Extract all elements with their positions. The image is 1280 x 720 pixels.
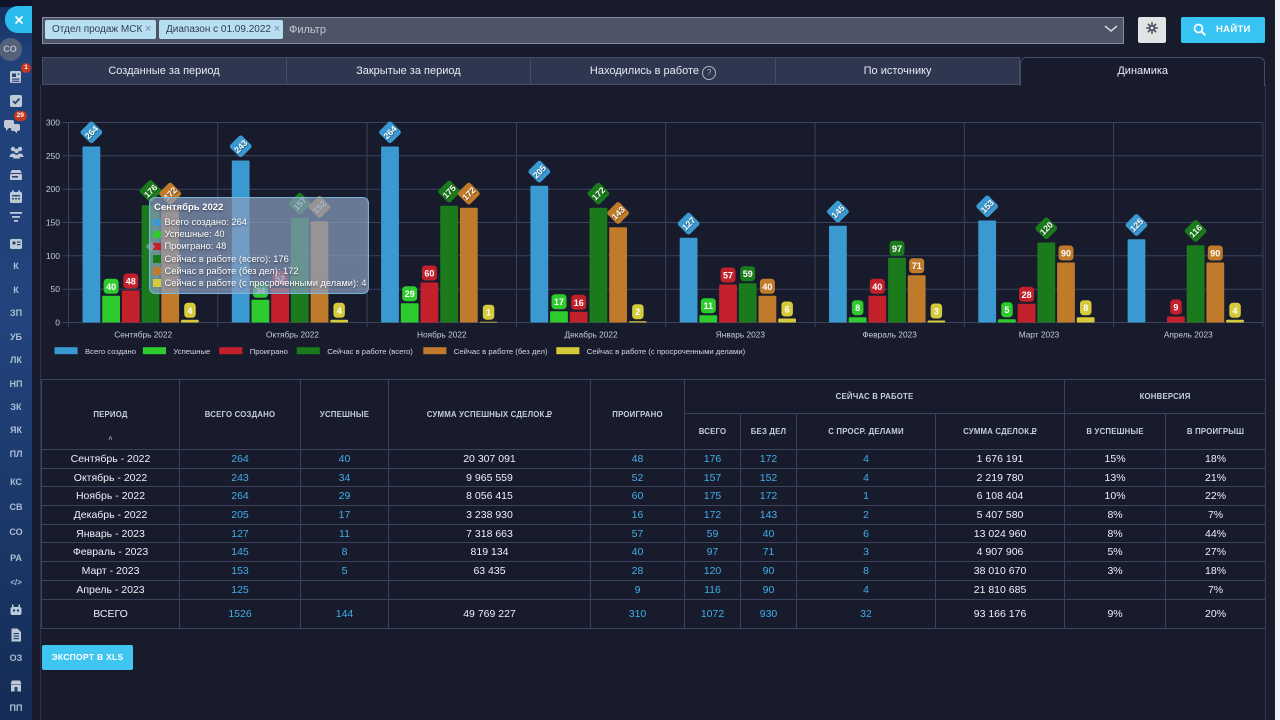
svg-text:90: 90	[1061, 249, 1071, 259]
svg-text:Успешные: Успешные	[173, 347, 210, 356]
svg-text:Март 2023: Март 2023	[1019, 330, 1060, 340]
svg-text:145: 145	[829, 203, 846, 220]
svg-text:48: 48	[126, 277, 136, 287]
svg-text:Февраль 2023: Февраль 2023	[862, 330, 917, 340]
svg-text:127: 127	[680, 215, 697, 232]
svg-text:100: 100	[46, 251, 60, 261]
svg-text:Ноябрь 2022: Ноябрь 2022	[417, 330, 467, 340]
svg-text:28: 28	[1022, 290, 1032, 300]
svg-text:40: 40	[106, 282, 116, 292]
svg-text:205: 205	[531, 163, 548, 180]
svg-text:40: 40	[762, 282, 772, 292]
svg-text:40: 40	[872, 282, 882, 292]
svg-text:Январь 2023: Январь 2023	[716, 330, 766, 340]
svg-text:8: 8	[855, 303, 860, 313]
svg-text:6: 6	[785, 305, 790, 315]
svg-text:150: 150	[46, 218, 60, 228]
svg-text:Проиграно: Проиграно	[250, 347, 288, 356]
svg-text:Октябрь 2022: Октябрь 2022	[266, 330, 319, 340]
svg-text:172: 172	[460, 185, 477, 202]
svg-text:Сентябрь 2022: Сентябрь 2022	[114, 330, 172, 340]
svg-text:90: 90	[1210, 249, 1220, 259]
svg-text:4: 4	[1232, 306, 1237, 316]
svg-text:11: 11	[704, 301, 714, 311]
svg-text:125: 125	[1128, 216, 1145, 233]
svg-text:60: 60	[424, 269, 434, 279]
svg-text:29: 29	[405, 289, 415, 299]
svg-text:59: 59	[743, 269, 753, 279]
svg-text:Сейчас в работе (с просроченны: Сейчас в работе (с просроченными делами)	[587, 347, 746, 356]
svg-text:Сейчас в работе (всего): Сейчас в работе (всего)	[327, 347, 413, 356]
svg-text:264: 264	[83, 124, 100, 141]
svg-text:97: 97	[892, 244, 902, 254]
svg-text:1: 1	[486, 308, 491, 318]
svg-text:175: 175	[441, 183, 458, 200]
svg-text:Апрель 2023: Апрель 2023	[1164, 330, 1213, 340]
svg-text:8: 8	[1083, 303, 1088, 313]
svg-text:5: 5	[1004, 305, 1009, 315]
svg-text:264: 264	[381, 124, 398, 141]
svg-text:17: 17	[554, 297, 564, 307]
svg-text:3: 3	[934, 307, 939, 317]
svg-text:4: 4	[337, 306, 342, 316]
svg-text:71: 71	[912, 261, 922, 271]
svg-text:2: 2	[635, 307, 640, 317]
svg-text:Всего создано: Всего создано	[85, 347, 136, 356]
svg-text:250: 250	[46, 151, 60, 161]
svg-text:Декабрь 2022: Декабрь 2022	[565, 330, 618, 340]
svg-text:9: 9	[1173, 303, 1178, 313]
svg-text:16: 16	[574, 298, 584, 308]
svg-text:143: 143	[610, 204, 627, 221]
svg-text:4: 4	[187, 306, 192, 316]
svg-text:243: 243	[232, 138, 249, 155]
svg-text:0: 0	[55, 318, 60, 328]
svg-text:200: 200	[46, 184, 60, 194]
svg-text:172: 172	[590, 185, 607, 202]
svg-text:50: 50	[51, 284, 61, 294]
svg-text:300: 300	[46, 118, 60, 128]
svg-text:57: 57	[723, 271, 733, 281]
svg-text:153: 153	[979, 198, 996, 215]
svg-text:Сейчас в работе (без дел): Сейчас в работе (без дел)	[454, 347, 548, 356]
